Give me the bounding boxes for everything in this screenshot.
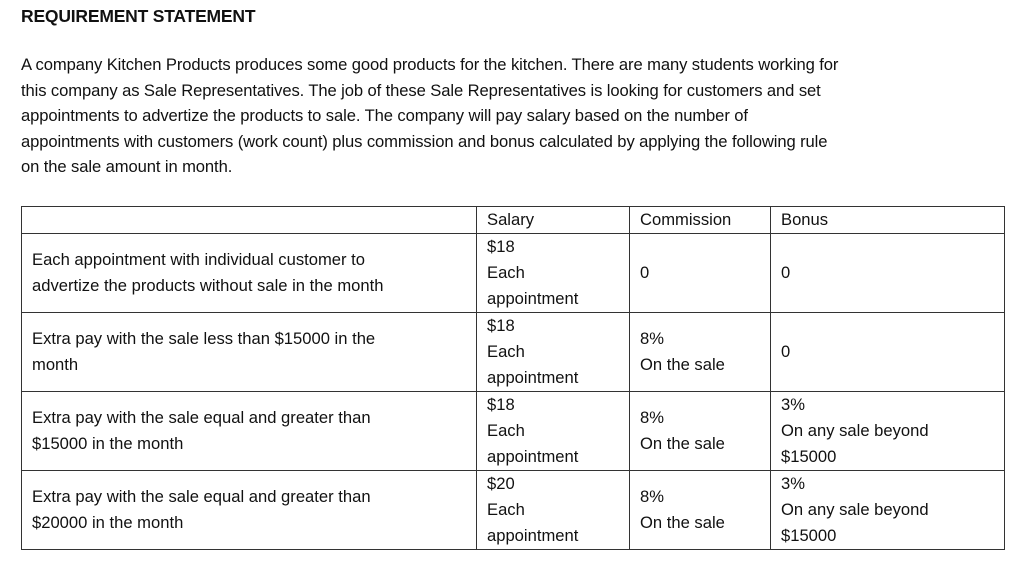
bonus-line: 3% (781, 474, 805, 493)
commission-line: 0 (640, 263, 650, 282)
table-row: Extra pay with the sale equal and greate… (21, 470, 1005, 550)
bonus-line: On any sale beyond (781, 421, 929, 440)
salary-line: appointment (487, 289, 579, 308)
bonus-line: $15000 (781, 447, 837, 466)
requirement-paragraph: A company Kitchen Products produces some… (21, 52, 838, 180)
table-row: Extra pay with the sale equal and greate… (21, 391, 1005, 471)
salary-line: appointment (487, 447, 579, 466)
desc-line: Extra pay with the sale less than $15000… (32, 329, 376, 348)
commission-line: On the sale (640, 434, 725, 453)
paragraph-line: this company as Sale Representatives. Th… (21, 80, 821, 100)
paragraph-line: appointments with customers (work count)… (21, 131, 828, 151)
bonus-line: $15000 (781, 526, 837, 545)
cell-salary: $18 Each appointment (476, 312, 630, 392)
bonus-line: 3% (781, 395, 805, 414)
commission-line: 8% (640, 487, 664, 506)
desc-line: month (32, 355, 79, 374)
pay-rules-table: Salary Commission Bonus Each appointment… (21, 206, 1005, 550)
cell-commission: 8% On the sale (629, 312, 771, 392)
cell-bonus: 0 (770, 233, 1005, 313)
header-salary: Salary (476, 206, 630, 234)
desc-line: $15000 in the month (32, 434, 184, 453)
table-row: Each appointment with individual custome… (21, 233, 1005, 313)
header-bonus: Bonus (770, 206, 1005, 234)
paragraph-line: appointments to advertize the products t… (21, 106, 748, 125)
bonus-line: 0 (781, 342, 791, 361)
salary-line: $20 (487, 474, 515, 493)
header-cell (21, 206, 477, 234)
cell-commission: 0 (629, 233, 771, 313)
table-header-row: Salary Commission Bonus (21, 206, 1005, 234)
cell-bonus: 3% On any sale beyond $15000 (770, 470, 1005, 550)
cell-salary: $18 Each appointment (476, 233, 630, 313)
heading: REQUIREMENT STATEMENT (21, 6, 256, 26)
bonus-line: 0 (781, 263, 791, 282)
salary-line: Each (487, 263, 525, 282)
desc-line: Extra pay with the sale equal and greate… (32, 487, 371, 506)
cell-desc: Extra pay with the sale less than $15000… (21, 312, 477, 392)
paragraph-line: A company Kitchen Products produces some… (21, 55, 839, 74)
desc-line: $20000 in the month (32, 513, 184, 532)
cell-bonus: 3% On any sale beyond $15000 (770, 391, 1005, 471)
cell-desc: Each appointment with individual custome… (21, 233, 477, 313)
salary-line: $18 (487, 237, 515, 256)
salary-line: Each (487, 500, 525, 519)
salary-line: appointment (487, 368, 579, 387)
commission-line: On the sale (640, 355, 725, 374)
cell-commission: 8% On the sale (629, 391, 771, 471)
salary-line: $18 (487, 316, 515, 335)
cell-salary: $18 Each appointment (476, 391, 630, 471)
desc-line: advertize the products without sale in t… (32, 276, 384, 295)
salary-line: Each (487, 421, 525, 440)
cell-desc: Extra pay with the sale equal and greate… (21, 470, 477, 550)
commission-line: 8% (640, 408, 664, 427)
bonus-line: On any sale beyond (781, 500, 929, 519)
desc-line: Extra pay with the sale equal and greate… (32, 408, 371, 427)
header-commission: Commission (629, 206, 771, 234)
commission-line: 8% (640, 329, 664, 348)
cell-desc: Extra pay with the sale equal and greate… (21, 391, 477, 471)
salary-line: appointment (487, 526, 579, 545)
cell-bonus: 0 (770, 312, 1005, 392)
salary-line: $18 (487, 395, 515, 414)
desc-line: Each appointment with individual custome… (32, 250, 365, 269)
table-row: Extra pay with the sale less than $15000… (21, 312, 1005, 392)
cell-commission: 8% On the sale (629, 470, 771, 550)
commission-line: On the sale (640, 513, 725, 532)
paragraph-line: on the sale amount in month. (21, 157, 233, 176)
cell-salary: $20 Each appointment (476, 470, 630, 550)
salary-line: Each (487, 342, 525, 361)
